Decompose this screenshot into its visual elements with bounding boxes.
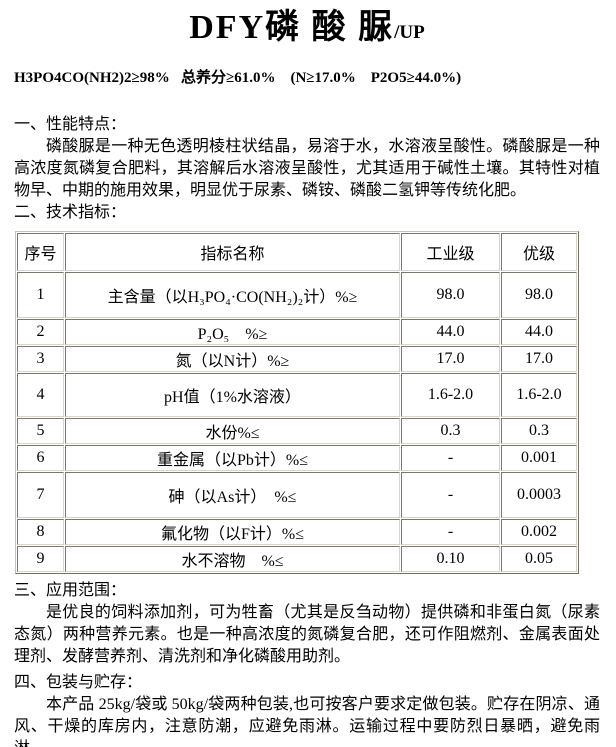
table-row: 1 主含量（以H₃PO₄·CO(NH₂)₂计）%≥ 98.0 98.0 <box>17 272 577 318</box>
cell-indicator: 氮（以N计）%≥ <box>65 346 400 372</box>
cell-serial: 2 <box>17 319 64 345</box>
table-header-row: 序号 指标名称 工业级 优级 <box>17 233 577 271</box>
section-heading-application: 三、应用范围： <box>14 582 127 599</box>
cell-industrial: - <box>401 472 500 518</box>
table-row: 8 氟化物（以F计）%≤ - 0.002 <box>17 519 577 545</box>
cell-serial: 1 <box>17 272 64 318</box>
cell-serial: 9 <box>17 546 64 572</box>
cell-serial: 5 <box>17 418 64 444</box>
cell-industrial: 0.3 <box>401 418 500 444</box>
formula-spec-line: H3PO4CO(NH2)2≥98% 总养分≥61.0% (N≥17.0% P2O… <box>14 70 462 86</box>
cell-serial: 6 <box>17 445 64 471</box>
cell-indicator: 水份%≤ <box>65 418 400 444</box>
section-heading-technical: 二、技术指标： <box>14 204 127 221</box>
table-row: 7 砷（以As计） %≤ - 0.0003 <box>17 472 577 518</box>
cell-industrial: 1.6-2.0 <box>401 373 500 417</box>
table-row: 2 P₂O₅ %≥ 44.0 44.0 <box>17 319 577 345</box>
col-header-premium: 优级 <box>501 233 577 271</box>
cell-serial: 8 <box>17 519 64 545</box>
section-heading-packaging: 四、包装与贮存： <box>14 674 143 691</box>
cell-industrial: 0.10 <box>401 546 500 572</box>
cell-indicator: 砷（以As计） %≤ <box>65 472 400 518</box>
cell-premium: 0.0003 <box>501 472 577 518</box>
cell-premium: 0.3 <box>501 418 577 444</box>
table-row: 9 水不溶物 %≤ 0.10 0.05 <box>17 546 577 572</box>
cell-indicator: 水不溶物 %≤ <box>65 546 400 572</box>
cell-industrial: - <box>401 445 500 471</box>
cell-premium: 17.0 <box>501 346 577 372</box>
title-main: DFY磷 酸 脲 <box>189 9 395 46</box>
cell-indicator: P₂O₅ %≥ <box>65 319 400 345</box>
col-header-serial: 序号 <box>17 233 64 271</box>
section-body-application: 是优良的饲料添加剂，可为牲畜（尤其是反刍动物）提供磷和非蛋白氮（尿素态氮）两种营… <box>14 604 600 665</box>
table-row: 6 重金属（以Pb计）%≤ - 0.001 <box>17 445 577 471</box>
col-header-indicator: 指标名称 <box>65 233 400 271</box>
cell-indicator: 氟化物（以F计）%≤ <box>65 519 400 545</box>
cell-serial: 3 <box>17 346 64 372</box>
cell-industrial: 98.0 <box>401 272 500 318</box>
cell-industrial: - <box>401 519 500 545</box>
section-body-packaging: 本产品 25kg/袋或 50kg/袋两种包装,也可按客户要求定做包装。贮存在阴凉… <box>14 696 600 747</box>
technical-spec-table: 序号 指标名称 工业级 优级 1 主含量（以H₃PO₄·CO(NH₂)₂计）%≥… <box>15 231 579 574</box>
title-suffix: /UP <box>394 22 425 43</box>
cell-indicator: 主含量（以H₃PO₄·CO(NH₂)₂计）%≥ <box>65 272 400 318</box>
cell-indicator: 重金属（以Pb计）%≤ <box>65 445 400 471</box>
col-header-industrial: 工业级 <box>401 233 500 271</box>
cell-premium: 1.6-2.0 <box>501 373 577 417</box>
table-row: 3 氮（以N计）%≥ 17.0 17.0 <box>17 346 577 372</box>
cell-serial: 4 <box>17 373 64 417</box>
cell-premium: 0.001 <box>501 445 577 471</box>
cell-premium: 98.0 <box>501 272 577 318</box>
cell-industrial: 17.0 <box>401 346 500 372</box>
cell-indicator: pH值（1%水溶液） <box>65 373 400 417</box>
cell-industrial: 44.0 <box>401 319 500 345</box>
section-body-performance: 磷酸脲是一种无色透明棱柱状结晶，易溶于水，水溶液呈酸性。磷酸脲是一种高浓度氮磷复… <box>14 138 600 199</box>
cell-serial: 7 <box>17 472 64 518</box>
section-heading-performance: 一、性能特点： <box>14 116 127 133</box>
table-row: 4 pH值（1%水溶液） 1.6-2.0 1.6-2.0 <box>17 373 577 417</box>
cell-premium: 0.05 <box>501 546 577 572</box>
page-title: DFY磷 酸 脲/UP <box>14 6 600 55</box>
cell-premium: 0.002 <box>501 519 577 545</box>
cell-premium: 44.0 <box>501 319 577 345</box>
table-row: 5 水份%≤ 0.3 0.3 <box>17 418 577 444</box>
